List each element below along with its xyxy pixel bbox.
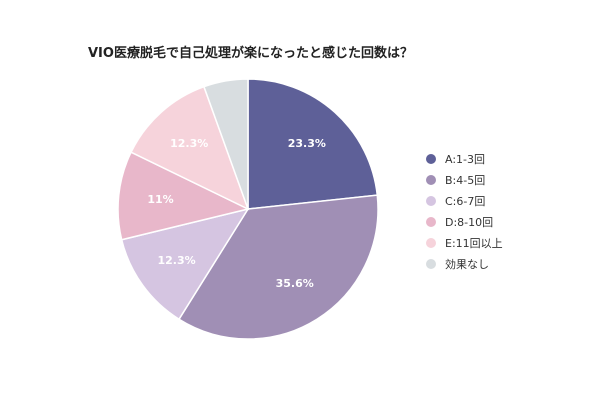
legend-label: B:4-5回 — [445, 173, 486, 187]
legend-item-4: D:8-10回 — [426, 211, 503, 232]
legend-swatch — [426, 195, 436, 206]
legend-swatch — [426, 258, 436, 269]
pie-slice-2 — [177, 194, 379, 340]
slice-label-3: 12.3% — [158, 254, 196, 267]
pie-slice-6 — [203, 78, 249, 210]
legend-label: A:1-3回 — [445, 152, 486, 166]
pie-slice-1 — [247, 78, 379, 210]
slice-label-1: 23.3% — [288, 137, 326, 150]
legend-swatch — [426, 153, 436, 164]
legend-item-3: C:6-7回 — [426, 190, 503, 211]
pie-slice-3 — [120, 207, 250, 321]
legend-item-5: E:11回以上 — [426, 232, 503, 253]
legend-label: 効果なし — [445, 257, 489, 271]
pie-slice-4 — [117, 151, 251, 241]
legend-item-1: A:1-3回 — [426, 148, 503, 169]
chart-legend: A:1-3回 B:4-5回 C:6-7回 D:8-10回 E:11回以上 効果なし — [426, 148, 503, 274]
legend-label: C:6-7回 — [445, 194, 486, 208]
legend-swatch — [426, 174, 436, 185]
slice-label-4: 11% — [147, 193, 173, 206]
legend-item-2: B:4-5回 — [426, 169, 503, 190]
legend-swatch — [426, 216, 436, 227]
legend-label: E:11回以上 — [445, 236, 503, 250]
slice-label-2: 35.6% — [276, 277, 314, 290]
legend-item-6: 効果なし — [426, 253, 503, 274]
slice-label-5: 12.3% — [170, 137, 208, 150]
chart-title: VIO医療脱毛で自己処理が楽になったと感じた回数は？ — [88, 46, 413, 61]
legend-swatch — [426, 237, 436, 248]
pie-slice-5 — [130, 85, 250, 211]
legend-label: D:8-10回 — [445, 215, 494, 229]
